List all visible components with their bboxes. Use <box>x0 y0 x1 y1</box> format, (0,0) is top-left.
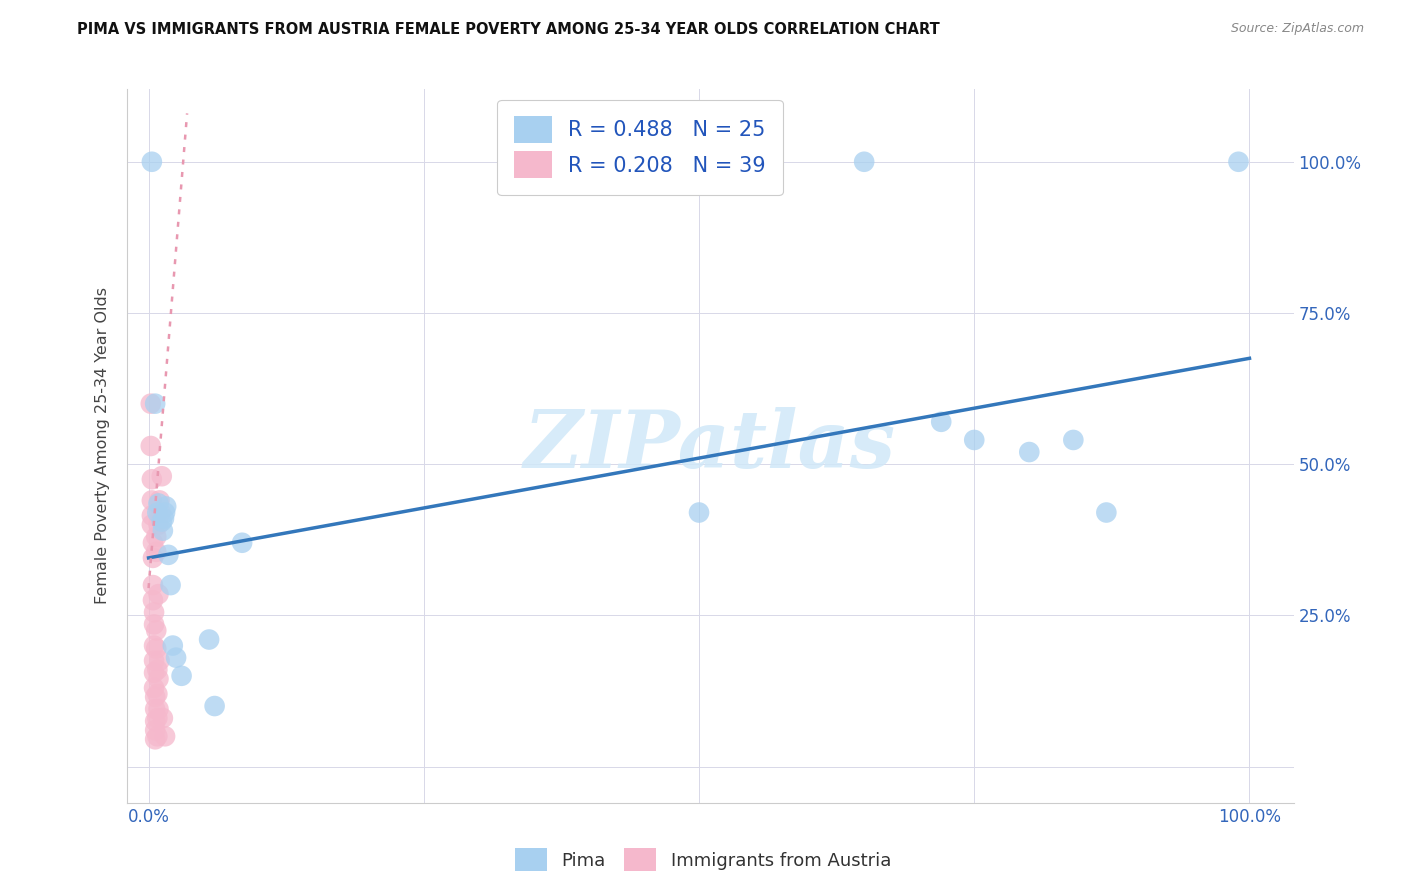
Point <box>146 506 169 520</box>
Point <box>148 702 170 716</box>
Point <box>153 506 176 520</box>
Point <box>143 702 166 716</box>
Point <box>146 663 169 677</box>
Legend: Pima, Immigrants from Austria: Pima, Immigrants from Austria <box>508 841 898 879</box>
Point <box>149 506 172 520</box>
Text: PIMA VS IMMIGRANTS FROM AUSTRIA FEMALE POVERTY AMONG 25-34 YEAR OLDS CORRELATION: PIMA VS IMMIGRANTS FROM AUSTRIA FEMALE P… <box>77 22 941 37</box>
Text: ZIPatlas: ZIPatlas <box>524 408 896 484</box>
Point <box>1227 154 1250 169</box>
Point <box>198 632 221 647</box>
Point <box>231 535 253 549</box>
Point <box>148 587 170 601</box>
Point <box>150 515 173 529</box>
Point <box>1095 506 1118 520</box>
Point <box>963 433 986 447</box>
Point <box>141 493 163 508</box>
Point <box>143 605 166 619</box>
Point <box>148 517 170 532</box>
Point <box>143 723 166 738</box>
Point <box>139 397 162 411</box>
Point <box>204 699 226 714</box>
Point <box>141 508 163 523</box>
Point <box>153 511 176 525</box>
Point <box>142 535 165 549</box>
Point <box>170 669 193 683</box>
Point <box>141 154 163 169</box>
Point <box>148 496 170 510</box>
Point <box>153 729 176 743</box>
Point <box>688 506 710 520</box>
Point <box>1018 445 1040 459</box>
Point <box>141 517 163 532</box>
Point <box>165 650 187 665</box>
Point <box>143 617 166 632</box>
Point <box>143 654 166 668</box>
Point <box>148 654 170 668</box>
Point <box>145 545 167 559</box>
Point <box>148 672 170 686</box>
Y-axis label: Female Poverty Among 25-34 Year Olds: Female Poverty Among 25-34 Year Olds <box>94 287 110 605</box>
Point <box>145 530 167 544</box>
Point <box>142 578 165 592</box>
Point <box>139 439 162 453</box>
Point <box>159 578 181 592</box>
Point <box>148 493 170 508</box>
Point <box>143 714 166 728</box>
Point <box>145 641 167 656</box>
Point <box>142 593 165 607</box>
Point <box>157 548 180 562</box>
Point <box>143 732 166 747</box>
Point <box>853 154 876 169</box>
Point <box>141 472 163 486</box>
Point <box>1062 433 1084 447</box>
Point <box>152 711 174 725</box>
Point <box>150 469 173 483</box>
Point <box>146 711 169 725</box>
Point <box>146 729 169 743</box>
Point <box>146 687 169 701</box>
Text: Source: ZipAtlas.com: Source: ZipAtlas.com <box>1230 22 1364 36</box>
Point <box>152 524 174 538</box>
Point <box>143 397 166 411</box>
Point <box>162 639 184 653</box>
Point <box>142 550 165 565</box>
Point <box>143 665 166 680</box>
Point <box>143 681 166 695</box>
Legend: R = 0.488   N = 25, R = 0.208   N = 39: R = 0.488 N = 25, R = 0.208 N = 39 <box>498 100 783 194</box>
Point <box>143 690 166 704</box>
Point <box>155 500 177 514</box>
Point <box>929 415 952 429</box>
Point <box>143 639 166 653</box>
Point <box>145 624 167 638</box>
